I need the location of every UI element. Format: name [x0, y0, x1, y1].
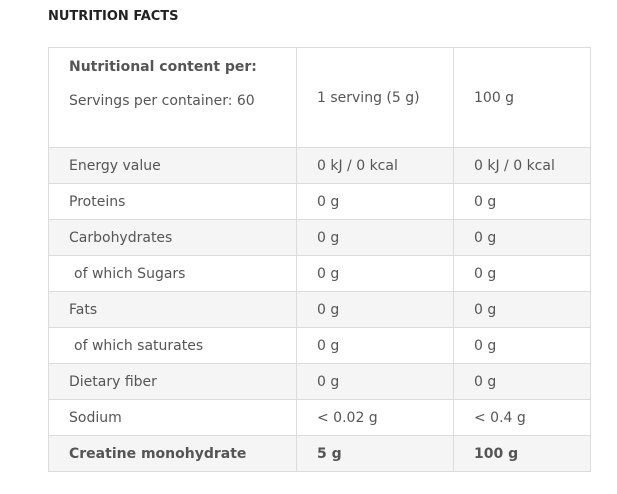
nutrient-per-serving: 0 g [296, 291, 454, 328]
nutrient-per-serving: 0 g [296, 363, 454, 400]
table-row-proteins: Proteins 0 g 0 g [48, 183, 591, 220]
table-row-energy: Energy value 0 kJ / 0 kcal 0 kJ / 0 kcal [48, 147, 591, 184]
nutrient-name-text: of which Sugars [74, 265, 186, 282]
servings-per-container: Servings per container: 60 [69, 93, 255, 109]
table-row-saturates: of which saturates 0 g 0 g [48, 327, 591, 364]
nutrient-per-100g: 0 g [453, 219, 591, 256]
table-header-row: Nutritional content per: Servings per co… [48, 47, 591, 148]
table-row-carbohydrates: Carbohydrates 0 g 0 g [48, 219, 591, 256]
nutrient-per-100g: 0 g [453, 291, 591, 328]
nutrient-name: Dietary fiber [48, 363, 297, 400]
nutrient-per-100g: 100 g [453, 435, 591, 472]
nutrient-per-100g: < 0.4 g [453, 399, 591, 436]
nutrient-name: of which Sugars [48, 255, 297, 292]
nutrient-per-serving: 0 g [296, 183, 454, 220]
nutrition-table: Nutritional content per: Servings per co… [48, 47, 591, 472]
nutrient-per-serving: 0 g [296, 219, 454, 256]
nutrient-name-text: of which saturates [74, 337, 204, 354]
header-serving-column: 1 serving (5 g) [296, 47, 454, 148]
section-title: NUTRITION FACTS [48, 9, 179, 24]
nutritional-content-label: Nutritional content per: [69, 59, 257, 75]
nutrient-per-100g: 0 kJ / 0 kcal [453, 147, 591, 184]
nutrient-name: Proteins [48, 183, 297, 220]
nutrient-per-100g: 0 g [453, 255, 591, 292]
nutrient-per-serving: 0 g [296, 255, 454, 292]
nutrient-name: Sodium [48, 399, 297, 436]
nutrient-per-serving: 5 g [296, 435, 454, 472]
nutrient-per-100g: 0 g [453, 363, 591, 400]
nutrient-name: of which saturates [48, 327, 297, 364]
table-row-sodium: Sodium < 0.02 g < 0.4 g [48, 399, 591, 436]
nutrient-per-serving: < 0.02 g [296, 399, 454, 436]
nutrient-per-serving: 0 g [296, 327, 454, 364]
nutrient-name: Creatine monohydrate [48, 435, 297, 472]
nutrient-per-100g: 0 g [453, 183, 591, 220]
header-100g-column: 100 g [453, 47, 591, 148]
table-row-fats: Fats 0 g 0 g [48, 291, 591, 328]
table-row-creatine: Creatine monohydrate 5 g 100 g [48, 435, 591, 472]
nutrient-name: Energy value [48, 147, 297, 184]
nutrient-name: Carbohydrates [48, 219, 297, 256]
table-row-sugars: of which Sugars 0 g 0 g [48, 255, 591, 292]
table-row-dietary-fiber: Dietary fiber 0 g 0 g [48, 363, 591, 400]
header-label-cell: Nutritional content per: Servings per co… [48, 47, 297, 148]
nutrient-name: Fats [48, 291, 297, 328]
nutrient-per-100g: 0 g [453, 327, 591, 364]
nutrient-per-serving: 0 kJ / 0 kcal [296, 147, 454, 184]
